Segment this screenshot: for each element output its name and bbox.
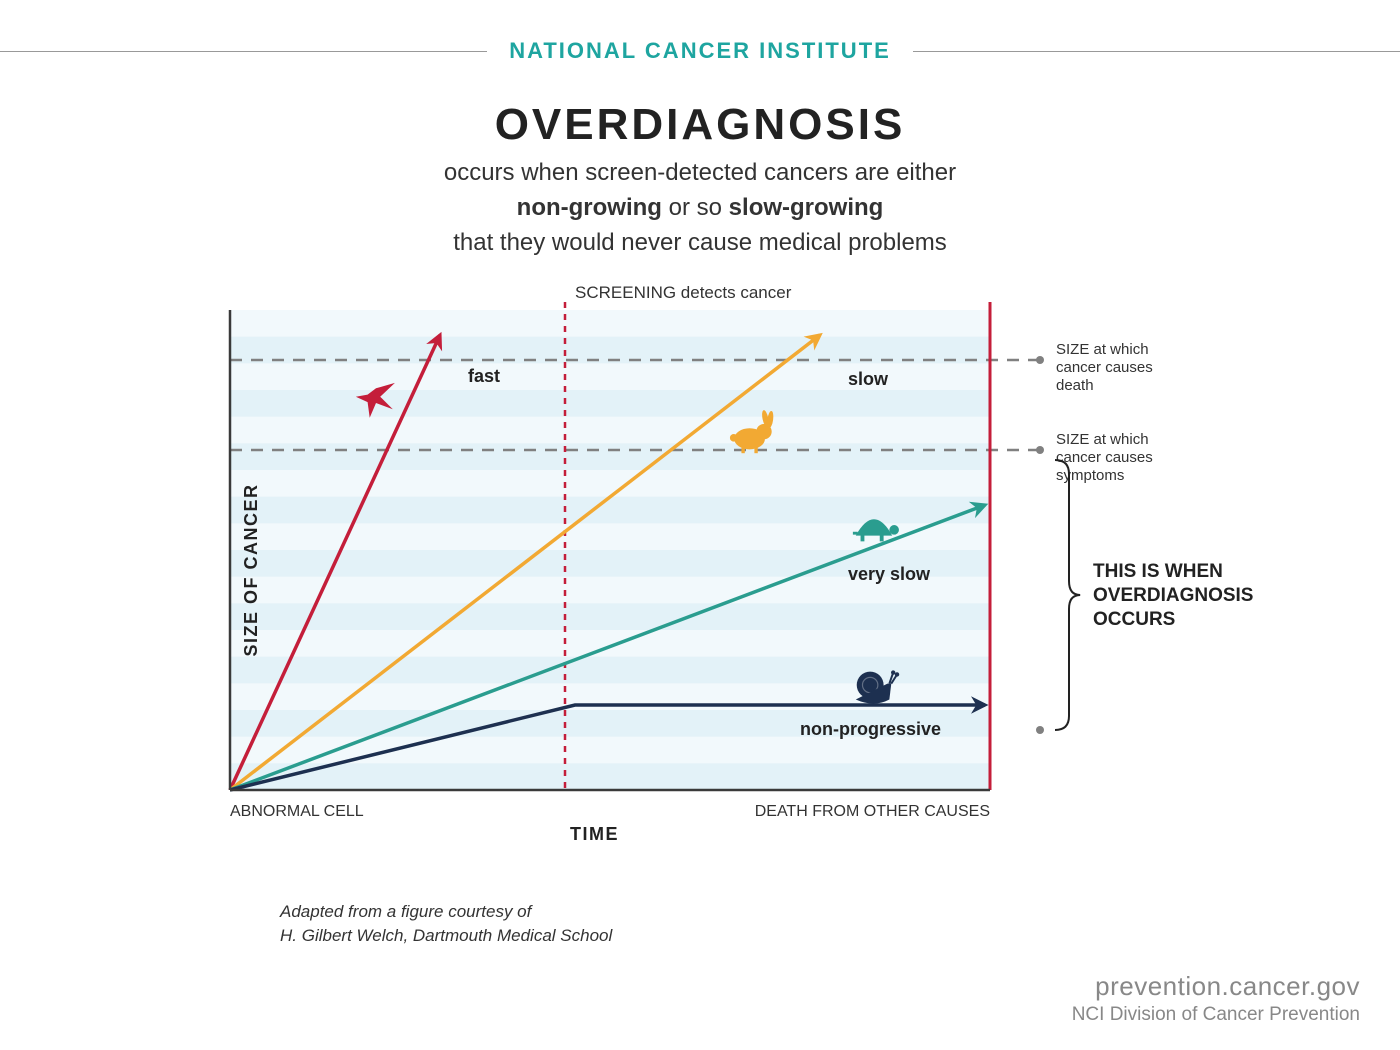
page-title: OVERDIAGNOSIS bbox=[0, 100, 1400, 150]
threshold-label: SIZE at which bbox=[1056, 431, 1149, 448]
grid-stripe bbox=[230, 470, 990, 497]
x-left-label: ABNORMAL CELL bbox=[230, 803, 364, 820]
attribution-line1: Adapted from a figure courtesy of bbox=[280, 900, 612, 924]
subtitle-bold-1: non-growing bbox=[517, 194, 662, 221]
screening-label: SCREENING detects cancer bbox=[575, 283, 792, 302]
footer: prevention.cancer.gov NCI Division of Ca… bbox=[1072, 971, 1360, 1026]
grid-stripe bbox=[230, 417, 990, 444]
grid-stripe bbox=[230, 737, 990, 764]
subtitle: occurs when screen-detected cancers are … bbox=[0, 156, 1400, 260]
series-label-very-slow: very slow bbox=[848, 564, 931, 584]
chart-container: SIZE OF CANCER SIZE at whichcancer cause… bbox=[160, 280, 1280, 860]
threshold-dot-end bbox=[1036, 726, 1044, 734]
brace-label: OVERDIAGNOSIS bbox=[1093, 585, 1253, 606]
threshold-label: cancer causes bbox=[1056, 359, 1153, 376]
footer-division: NCI Division of Cancer Prevention bbox=[1072, 1004, 1360, 1026]
title-block: OVERDIAGNOSIS occurs when screen-detecte… bbox=[0, 100, 1400, 260]
rule-left bbox=[0, 51, 487, 52]
threshold-label: death bbox=[1056, 377, 1094, 394]
rule-right bbox=[913, 51, 1400, 52]
x-right-label: DEATH FROM OTHER CAUSES bbox=[755, 803, 990, 820]
brace-label: THIS IS WHEN bbox=[1093, 561, 1223, 582]
org-title: NATIONAL CANCER INSTITUTE bbox=[487, 38, 913, 64]
grid-stripe bbox=[230, 630, 990, 657]
x-axis-label: TIME bbox=[570, 824, 619, 844]
footer-url: prevention.cancer.gov bbox=[1072, 971, 1360, 1002]
threshold-label: cancer causes bbox=[1056, 449, 1153, 466]
attribution: Adapted from a figure courtesy of H. Gil… bbox=[280, 900, 612, 948]
series-label-slow: slow bbox=[848, 369, 889, 389]
threshold-dot bbox=[1036, 356, 1044, 364]
threshold-label: SIZE at which bbox=[1056, 341, 1149, 358]
threshold-label: symptoms bbox=[1056, 467, 1124, 484]
brace bbox=[1055, 460, 1080, 730]
grid-stripe bbox=[230, 310, 990, 337]
subtitle-bold-2: slow-growing bbox=[729, 194, 884, 221]
series-label-fast: fast bbox=[468, 366, 500, 386]
series-label-non-progressive: non-progressive bbox=[800, 719, 941, 739]
y-axis-label: SIZE OF CANCER bbox=[241, 483, 262, 656]
chart-svg: SIZE at whichcancer causesdeathSIZE at w… bbox=[160, 280, 1280, 860]
attribution-line2: H. Gilbert Welch, Dartmouth Medical Scho… bbox=[280, 924, 612, 948]
subtitle-line3: that they would never cause medical prob… bbox=[453, 229, 947, 256]
header-divider: NATIONAL CANCER INSTITUTE bbox=[0, 38, 1400, 64]
threshold-dot bbox=[1036, 446, 1044, 454]
brace-label: OCCURS bbox=[1093, 609, 1175, 630]
subtitle-mid: or so bbox=[662, 194, 729, 221]
subtitle-line1: occurs when screen-detected cancers are … bbox=[444, 159, 956, 186]
